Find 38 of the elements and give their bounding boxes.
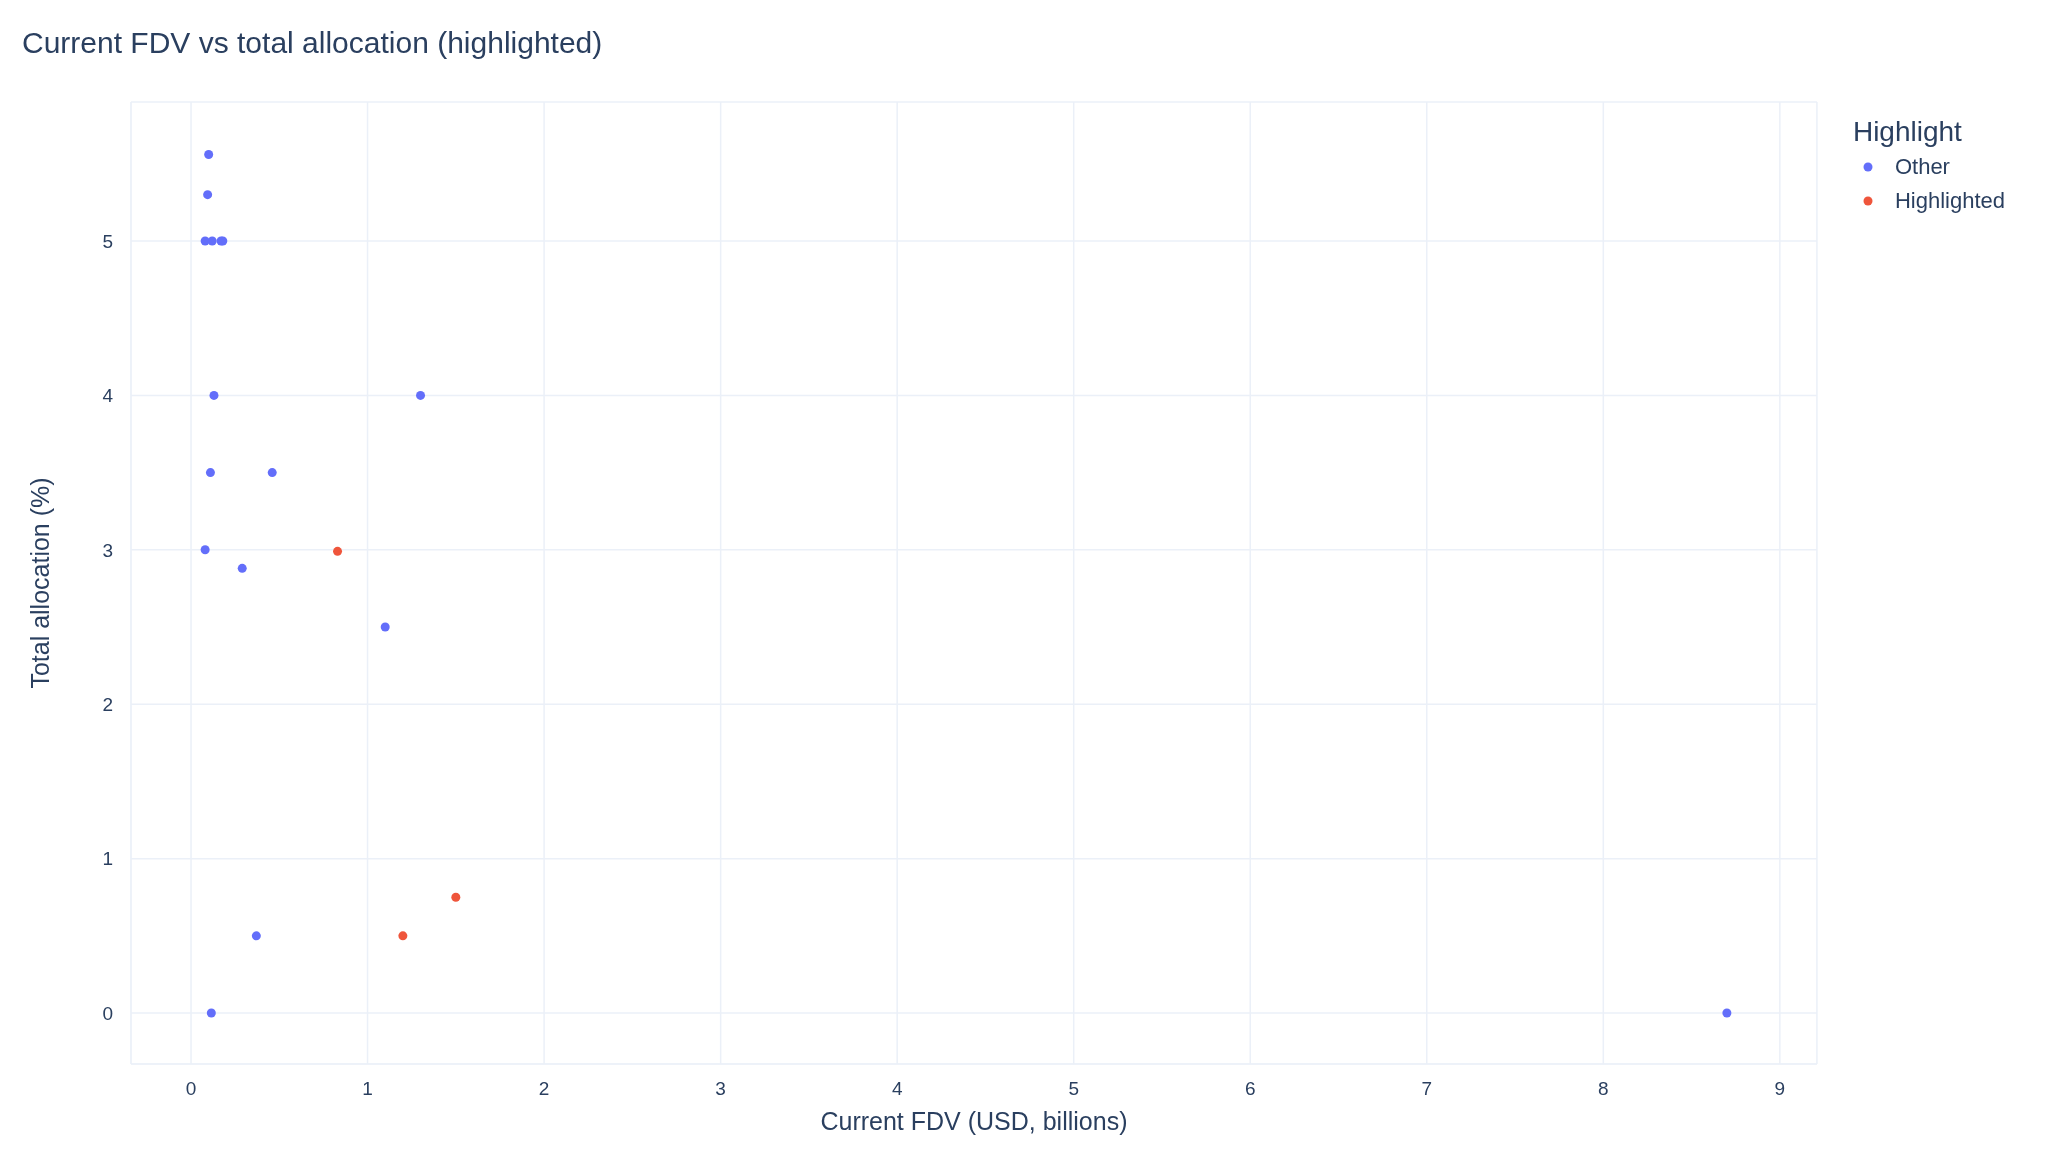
x-tick-label: 8 — [1598, 1078, 1609, 1100]
x-tick-label: 4 — [891, 1078, 903, 1100]
y-tick-label: 3 — [102, 539, 113, 561]
point — [206, 1008, 216, 1018]
y-tick-label: 4 — [102, 385, 114, 407]
y-axis-title: Total allocation (%) — [25, 477, 54, 689]
legend-label: Highlighted — [1894, 188, 2005, 214]
legend-title: Highlight — [1852, 116, 1963, 148]
y-tick-label: 1 — [102, 848, 113, 870]
x-tick-label: 1 — [362, 1078, 373, 1100]
point — [333, 546, 343, 556]
y-tick-label: 2 — [102, 693, 113, 715]
point — [380, 622, 390, 632]
x-tick-label: 3 — [715, 1078, 726, 1100]
point — [205, 468, 215, 478]
x-tick-label: 9 — [1774, 1078, 1786, 1100]
point — [416, 390, 426, 400]
point — [251, 931, 261, 941]
point — [207, 236, 217, 246]
chart-title: Current FDV vs total allocation (highlighted) — [22, 26, 603, 60]
point — [209, 390, 219, 400]
point — [237, 563, 247, 573]
x-axis-title: Current FDV (USD, billions) — [820, 1107, 1128, 1135]
point — [398, 931, 408, 941]
x-tick-label: 6 — [1244, 1078, 1256, 1100]
point — [203, 190, 213, 200]
point — [200, 545, 210, 555]
point — [451, 892, 461, 902]
y-tick-label: 0 — [102, 1002, 113, 1024]
x-tick-label: 0 — [185, 1078, 197, 1100]
point — [267, 468, 277, 478]
y-tick-label: 5 — [102, 230, 113, 252]
x-tick-label: 2 — [538, 1078, 550, 1100]
point — [1722, 1008, 1732, 1018]
point — [204, 150, 214, 159]
x-tick-label: 5 — [1068, 1078, 1079, 1100]
x-tick-label: 7 — [1421, 1078, 1433, 1100]
legend-label: Other — [1894, 154, 1950, 180]
